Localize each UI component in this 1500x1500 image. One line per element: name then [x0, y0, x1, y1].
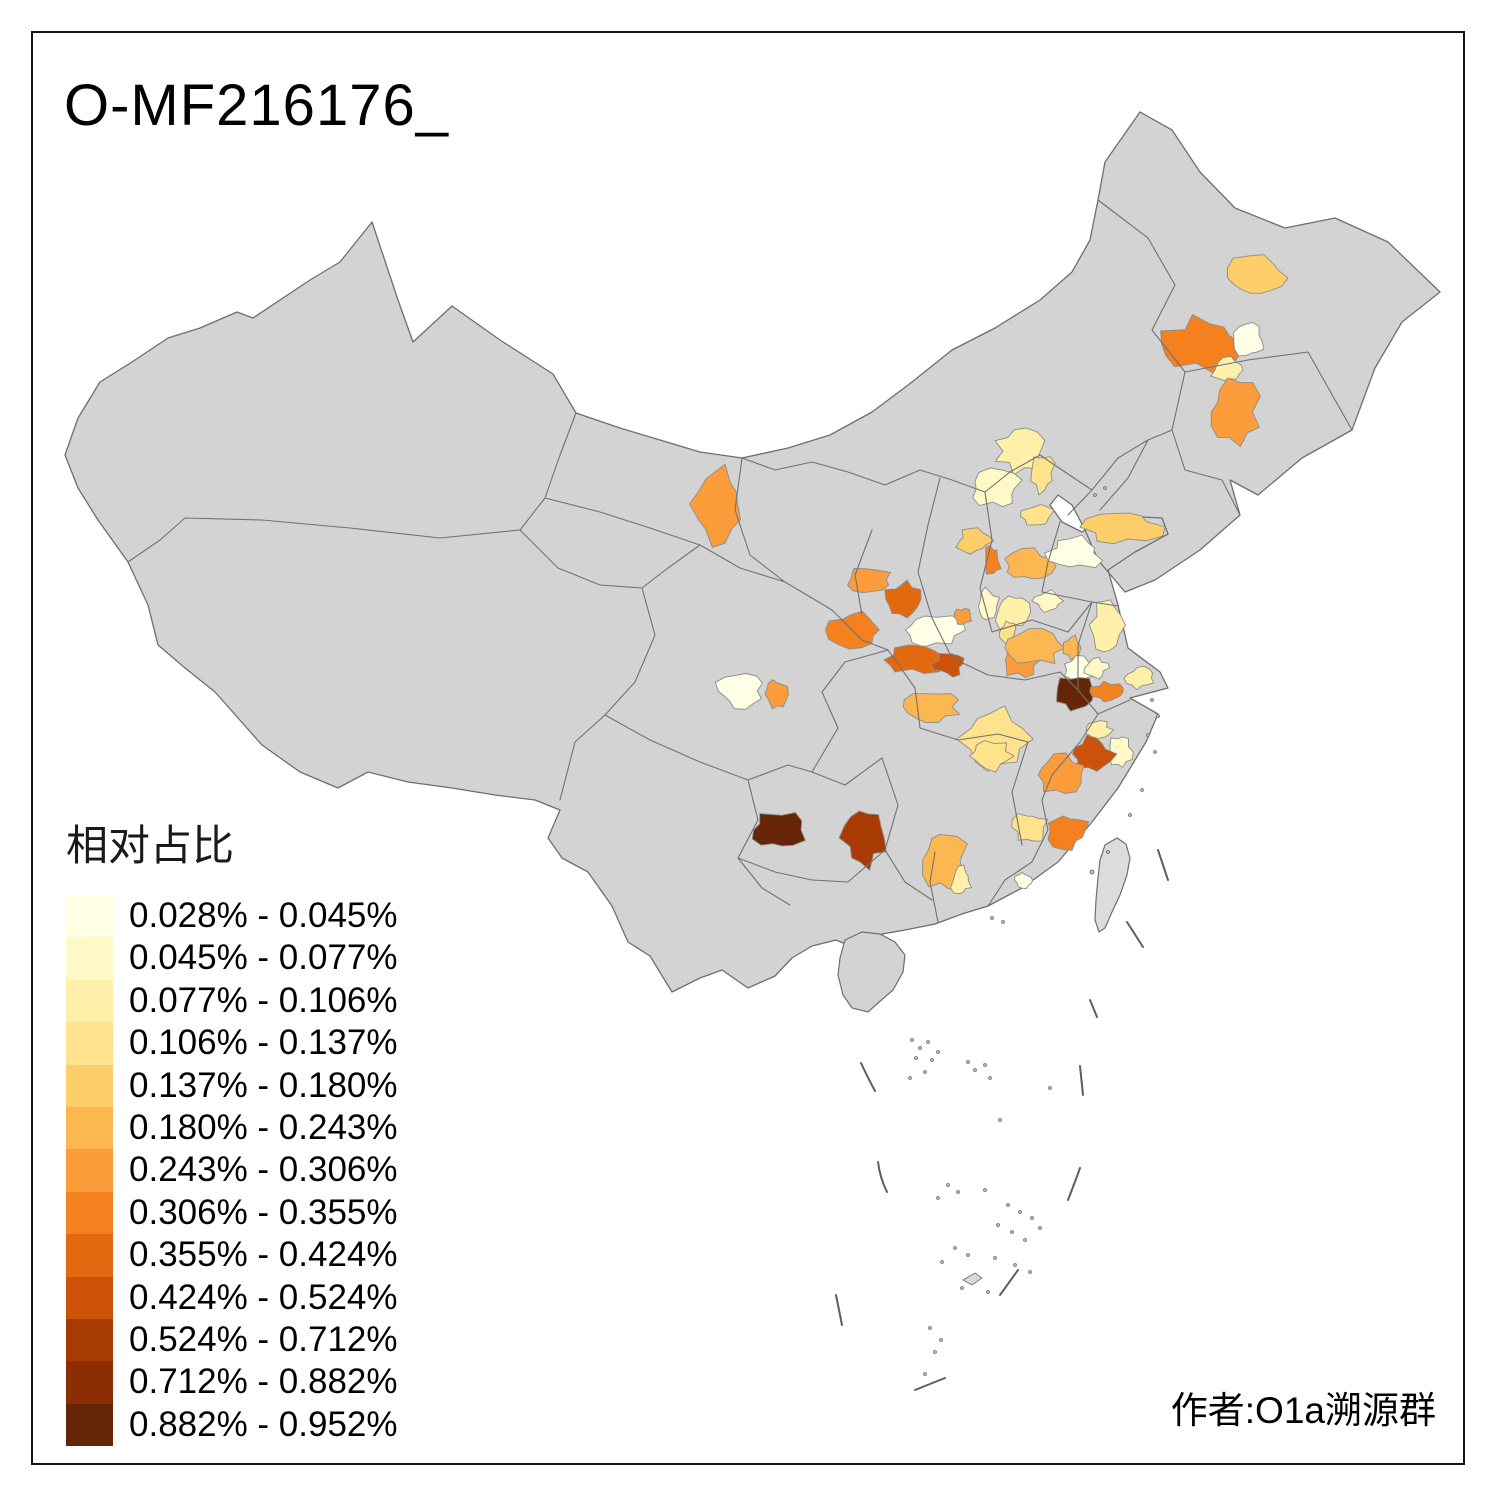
legend-swatch [66, 979, 113, 1023]
map-region [978, 586, 1000, 621]
legend-swatch [66, 1403, 113, 1447]
legend-item: 0.137% - 0.180% [66, 1064, 398, 1107]
china-outline [64, 111, 1441, 993]
map-region [955, 527, 995, 555]
author-credit: 作者:O1a溯源群 [1170, 1390, 1436, 1431]
map-region [884, 579, 922, 619]
map-region [1085, 720, 1115, 741]
map-region [902, 693, 961, 723]
legend-swatch [66, 1234, 113, 1277]
legend-swatch [66, 1361, 113, 1404]
legend-label: 0.045% - 0.077% [129, 938, 398, 978]
map-region [1044, 534, 1104, 569]
map-region [838, 810, 887, 872]
map-region [995, 595, 1032, 630]
map-region [1004, 628, 1066, 665]
legend-swatch [66, 1276, 113, 1319]
hainan-island [837, 931, 906, 1013]
legend-title: 相对占比 [66, 822, 235, 869]
legend-label: 0.424% - 0.524% [129, 1277, 398, 1317]
map-region [714, 673, 764, 710]
legend-swatch [66, 1106, 113, 1150]
map-region [1233, 321, 1265, 357]
legend-label: 0.882% - 0.952% [129, 1404, 398, 1444]
legend-item: 0.045% - 0.077% [66, 937, 398, 980]
legend-swatch [66, 937, 113, 980]
map-region [751, 812, 806, 847]
legend-item: 0.524% - 0.712% [66, 1318, 398, 1362]
legend-swatch [66, 1149, 113, 1192]
legend-label: 0.137% - 0.180% [129, 1065, 398, 1105]
map-region [1226, 254, 1289, 294]
legend-item: 0.355% - 0.424% [66, 1234, 398, 1277]
map-region [904, 615, 967, 648]
legend-label: 0.712% - 0.882% [129, 1362, 398, 1402]
legend-item: 0.243% - 0.306% [66, 1149, 398, 1192]
legend-list: 0.028% - 0.045% 0.045% - 0.077% 0.077% - 0… [66, 895, 398, 1447]
map-region [688, 463, 742, 548]
map-region [1056, 677, 1095, 712]
legend-label: 0.077% - 0.106% [129, 980, 398, 1020]
map-region [1072, 734, 1118, 772]
legend-label: 0.355% - 0.424% [129, 1235, 398, 1275]
legend-label: 0.028% - 0.045% [129, 896, 398, 935]
legend-item: 0.306% - 0.355% [66, 1191, 398, 1235]
nine-dash-line [835, 849, 1169, 1391]
map-region [1011, 813, 1049, 842]
map-region [1210, 377, 1261, 448]
map-region [1047, 815, 1090, 851]
map-region [764, 679, 789, 710]
legend-item: 0.180% - 0.243% [66, 1106, 398, 1150]
map-region [1020, 504, 1055, 526]
map-region [1123, 665, 1155, 691]
map-region [1037, 752, 1085, 794]
province-borders [127, 199, 1353, 923]
legend: 相对占比 0.028% - 0.045% 0.045% - 0.077% 0.077… [66, 812, 398, 1447]
map-region [968, 740, 1015, 773]
legend-swatch [66, 1064, 113, 1107]
chart-title: O-MF216176_ [64, 73, 449, 138]
legend-label: 0.180% - 0.243% [129, 1107, 398, 1147]
map-region [1030, 456, 1056, 496]
legend-swatch [66, 1022, 113, 1065]
legend-label: 0.106% - 0.137% [129, 1023, 398, 1063]
legend-item: 0.077% - 0.106% [66, 979, 398, 1023]
legend-item: 0.424% - 0.524% [66, 1276, 398, 1319]
taiwan-island [1094, 837, 1131, 933]
map-region [953, 608, 973, 625]
legend-label: 0.306% - 0.355% [129, 1192, 398, 1232]
map-region [950, 864, 973, 895]
legend-swatch [66, 895, 113, 938]
map-region [1013, 871, 1033, 890]
legend-swatch [66, 1318, 113, 1362]
map-region [1083, 656, 1110, 680]
map-region [1004, 547, 1057, 580]
legend-swatch [66, 1191, 113, 1235]
legend-label: 0.524% - 0.712% [129, 1319, 398, 1359]
map-region [1089, 680, 1124, 703]
map-region [1079, 512, 1166, 545]
sea-islands [908, 486, 1160, 1376]
legend-item: 0.882% - 0.952% [66, 1403, 398, 1447]
legend-label: 0.243% - 0.306% [129, 1150, 398, 1190]
map-region [846, 568, 892, 594]
map-region [985, 545, 1002, 575]
legend-item: 0.028% - 0.045% [66, 895, 398, 938]
legend-item: 0.712% - 0.882% [66, 1361, 398, 1404]
legend-item: 0.106% - 0.137% [66, 1022, 398, 1065]
